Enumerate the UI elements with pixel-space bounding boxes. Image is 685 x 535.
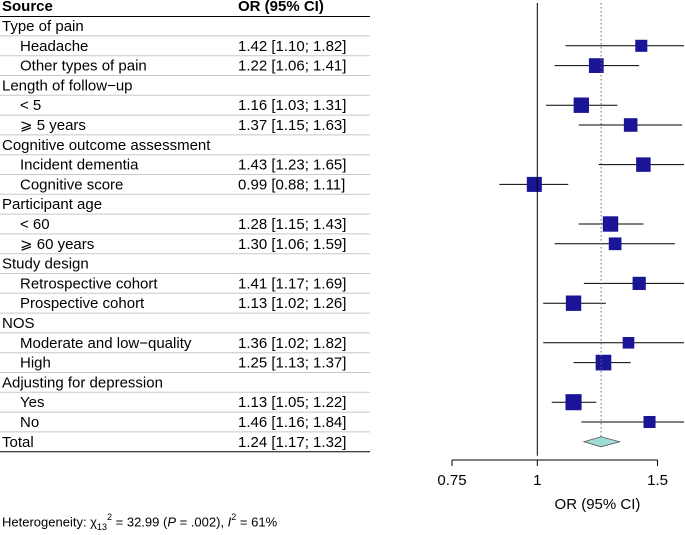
point-estimate xyxy=(636,157,651,172)
study-label: ⩾ 60 years xyxy=(20,236,94,253)
study-label: < 60 xyxy=(20,216,50,233)
point-estimate xyxy=(622,337,635,349)
point-estimate xyxy=(608,237,622,251)
study-label: Other types of pain xyxy=(20,58,147,75)
x-tick-label: 1.5 xyxy=(647,472,668,489)
group-heading: Length of follow−up xyxy=(2,77,133,94)
study-label: ⩾ 5 years xyxy=(20,117,86,134)
study-label: Yes xyxy=(20,394,44,411)
x-axis-title: OR (95% CI) xyxy=(555,496,641,513)
group-heading: Type of pain xyxy=(2,18,84,35)
study-or-text: 1.25 [1.13; 1.37] xyxy=(238,355,346,372)
study-label: Headache xyxy=(20,38,88,55)
point-estimate xyxy=(643,415,656,429)
study-label: High xyxy=(20,355,51,372)
study-or-text: 1.46 [1.16; 1.84] xyxy=(238,414,346,431)
total-or-text: 1.24 [1.17; 1.32] xyxy=(238,434,346,451)
het-p-value: = .002), xyxy=(176,514,228,530)
study-label: No xyxy=(20,414,39,431)
study-label: Moderate and low−quality xyxy=(20,335,192,352)
study-label: Cognitive score xyxy=(20,176,123,193)
study-or-text: 1.13 [1.02; 1.26] xyxy=(238,295,346,312)
point-estimate xyxy=(602,216,619,232)
point-estimate xyxy=(632,276,646,291)
study-or-text: 1.41 [1.17; 1.69] xyxy=(238,275,346,292)
het-prefix: Heterogeneity: χ xyxy=(2,514,97,530)
het-chi-sup: 2 xyxy=(107,512,113,522)
het-i-sup: 2 xyxy=(231,512,237,522)
point-estimate xyxy=(635,39,648,52)
group-heading: NOS xyxy=(2,315,35,332)
study-label: Prospective cohort xyxy=(20,295,145,312)
group-heading: Cognitive outcome assessment xyxy=(2,137,211,154)
header-source: Source xyxy=(2,0,53,15)
het-i-value: = 61% xyxy=(236,514,278,530)
study-or-text: 1.13 [1.05; 1.22] xyxy=(238,394,346,411)
point-estimate xyxy=(573,97,590,113)
total-label: Total xyxy=(2,434,34,451)
study-or-text: 1.22 [1.06; 1.41] xyxy=(238,58,346,75)
study-label: Incident dementia xyxy=(20,157,139,174)
het-p-label: P xyxy=(167,514,176,530)
het-mid: = 32.99 ( xyxy=(112,514,168,530)
pooled-diamond xyxy=(582,436,622,448)
plot-layer: 0.75 1 1.5 OR (95% CI) xyxy=(437,3,684,513)
study-or-text: 0.99 [0.88; 1.11] xyxy=(238,176,345,193)
header-or: OR (95% CI) xyxy=(238,0,324,15)
study-or-text: 1.37 [1.15; 1.63] xyxy=(238,117,346,134)
point-estimate xyxy=(526,176,542,192)
point-estimate xyxy=(623,118,638,132)
study-label: < 5 xyxy=(20,97,41,114)
point-estimate xyxy=(565,295,582,311)
study-label: Retrospective cohort xyxy=(20,275,158,292)
x-tick-label: 1 xyxy=(533,472,541,489)
point-estimate xyxy=(588,58,604,73)
study-or-text: 1.16 [1.03; 1.31] xyxy=(238,97,346,114)
point-estimate xyxy=(565,394,582,411)
study-or-text: 1.28 [1.15; 1.43] xyxy=(238,216,346,233)
table-layer: Source OR (95% CI) Type of pain Headache 1.4… xyxy=(0,0,370,453)
study-or-text: 1.42 [1.10; 1.82] xyxy=(238,38,346,55)
heterogeneity-note: Heterogeneity: χ132 = 32.99 (P = .002), … xyxy=(2,512,278,532)
study-or-text: 1.36 [1.02; 1.82] xyxy=(238,335,346,352)
study-or-text: 1.30 [1.06; 1.59] xyxy=(238,236,346,253)
study-or-text: 1.43 [1.23; 1.65] xyxy=(238,157,346,174)
group-heading: Participant age xyxy=(2,196,102,213)
het-i-label: I xyxy=(227,514,232,530)
x-tick-label: 0.75 xyxy=(437,472,466,489)
group-heading: Study design xyxy=(2,256,89,273)
group-heading: Adjusting for depression xyxy=(2,374,163,391)
het-chi-sub: 13 xyxy=(97,521,108,532)
point-estimate xyxy=(595,354,612,371)
